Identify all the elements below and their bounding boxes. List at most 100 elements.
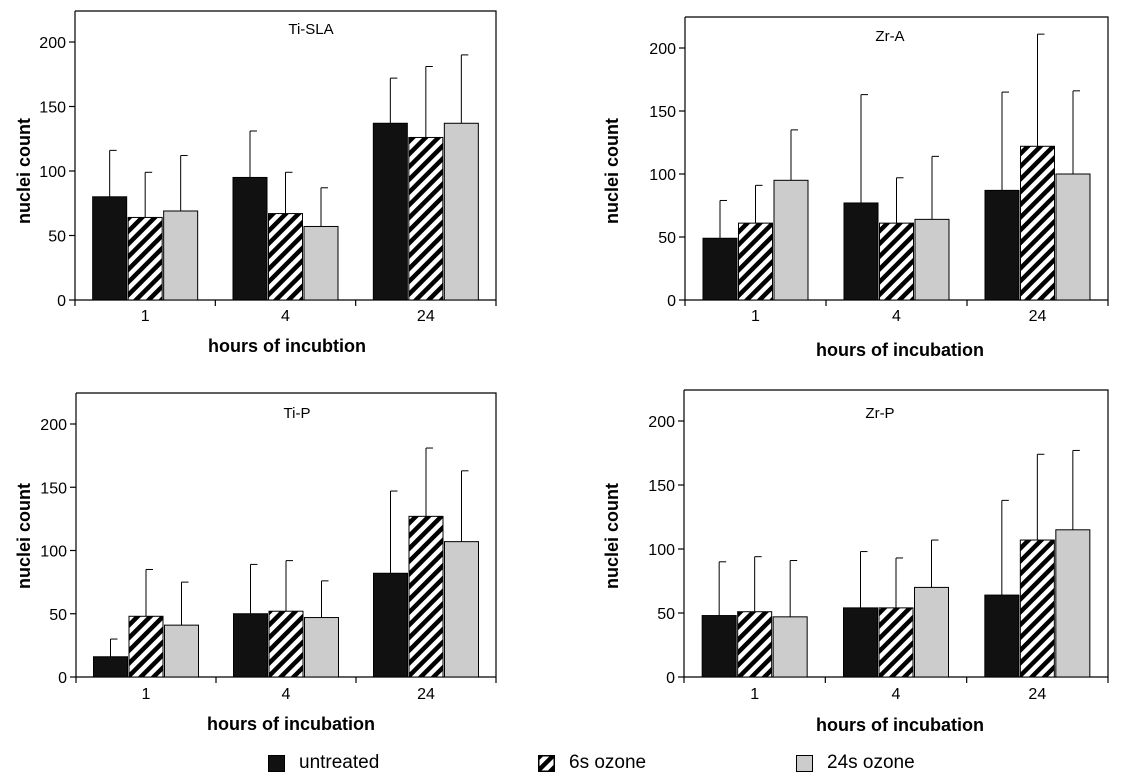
legend-label-untreated: untreated — [299, 752, 380, 773]
bar-24s-ozone — [914, 218, 950, 301]
chart-panel-1: 0 50 100 150 200 1 4 24 Ti-SLA hours of incubtion… — [14, 10, 497, 356]
plot-border — [76, 392, 497, 677]
x-axis-label: hours of incubation — [816, 340, 984, 360]
x-axis-label: hours of incubation — [207, 714, 375, 734]
bar-untreated — [92, 196, 128, 301]
bar-6s-ozone — [879, 222, 914, 301]
y-tick-label: 50 — [48, 229, 66, 246]
x-tick-label: 4 — [892, 308, 901, 325]
bar-untreated — [702, 237, 738, 301]
y-tick-label: 0 — [58, 670, 67, 687]
bar-24s-ozone — [443, 122, 479, 301]
plot-border — [684, 389, 1109, 677]
y-tick-label: 50 — [49, 607, 67, 624]
chart-title: Ti-P — [284, 405, 311, 422]
legend-swatch-untreated — [268, 754, 285, 772]
bar-untreated — [984, 189, 1020, 301]
x-tick-label: 24 — [1029, 308, 1047, 325]
x-tick-label: 24 — [417, 308, 435, 325]
chart-title: Zr-P — [865, 405, 894, 422]
bar-6s-ozone — [878, 607, 914, 678]
bar-6s-ozone — [128, 615, 164, 678]
y-tick-label: 150 — [648, 478, 675, 495]
bar-untreated — [233, 613, 268, 678]
legend-swatch-6s-ozone — [538, 754, 555, 772]
bar-24s-ozone — [163, 210, 199, 301]
y-tick-label: 100 — [648, 542, 675, 559]
bar-6s-ozone — [738, 222, 773, 301]
legend-label-24s-ozone: 24s ozone — [827, 752, 915, 773]
y-tick-label: 100 — [40, 544, 67, 561]
x-tick-label: 1 — [751, 308, 760, 325]
y-tick-label: 150 — [649, 104, 676, 121]
bar-24s-ozone — [444, 541, 479, 678]
bar-untreated — [372, 122, 408, 301]
y-tick-label: 0 — [666, 670, 675, 687]
bar-6s-ozone — [737, 611, 773, 678]
x-tick-label: 24 — [1028, 686, 1046, 703]
bar-24s-ozone — [304, 617, 339, 678]
y-tick-label: 200 — [39, 35, 66, 52]
bar-24s-ozone — [914, 586, 949, 678]
y-tick-label: 50 — [658, 230, 676, 247]
x-tick-label: 1 — [141, 308, 150, 325]
bar-24s-ozone — [772, 616, 808, 678]
bar-6s-ozone — [268, 610, 304, 678]
bar-6s-ozone — [1019, 539, 1055, 678]
y-axis-label: nuclei count — [602, 483, 622, 589]
bar-untreated — [93, 656, 128, 678]
bar-untreated — [232, 176, 268, 301]
legend-item-6s-ozone: 6s ozone — [538, 752, 646, 774]
y-tick-label: 50 — [657, 606, 675, 623]
bar-6s-ozone — [1020, 145, 1055, 301]
x-tick-label: 4 — [892, 686, 901, 703]
chart-title: Ti-SLA — [288, 21, 333, 38]
y-tick-label: 200 — [648, 414, 675, 431]
y-tick-label: 100 — [39, 164, 66, 181]
bar-24s-ozone — [1055, 173, 1091, 301]
bar-6s-ozone — [127, 216, 163, 301]
chart-panel-2: 0 50 100 150 200 1 4 24 Zr-A hours of incubation n… — [602, 16, 1109, 360]
legend-swatch-24s-ozone — [796, 754, 813, 772]
bar-24s-ozone — [303, 225, 339, 301]
bar-24s-ozone — [1055, 529, 1091, 678]
y-axis-label: nuclei count — [602, 118, 622, 224]
legend-item-untreated: untreated — [268, 752, 379, 774]
y-tick-label: 150 — [39, 100, 66, 117]
y-tick-label: 200 — [40, 417, 67, 434]
bar-6s-ozone — [268, 213, 303, 301]
x-axis-label: hours of incubation — [816, 715, 984, 735]
chart-panel-3: 0 50 100 150 200 1 4 24 Ti-P hours of incubation n… — [14, 392, 497, 734]
legend: untreated 6s ozone 24s ozone — [0, 752, 1137, 778]
x-tick-label: 4 — [281, 308, 290, 325]
x-tick-label: 24 — [417, 686, 435, 703]
x-tick-label: 1 — [142, 686, 151, 703]
legend-label-6s-ozone: 6s ozone — [569, 752, 647, 773]
y-axis-label: nuclei count — [14, 483, 34, 589]
bar-24s-ozone — [164, 624, 199, 678]
bar-untreated — [373, 572, 408, 678]
bar-untreated — [843, 607, 878, 678]
legend-item-24s-ozone: 24s ozone — [796, 752, 915, 774]
plot-border — [685, 16, 1109, 300]
plot-border — [75, 10, 497, 300]
chart-panel-4: 0 50 100 150 200 1 4 24 Zr-P hours of incubation n… — [602, 389, 1109, 735]
bar-untreated — [984, 594, 1020, 678]
x-axis-label: hours of incubtion — [208, 336, 366, 356]
bar-6s-ozone — [408, 515, 444, 678]
y-tick-label: 100 — [649, 167, 676, 184]
y-tick-label: 0 — [667, 293, 676, 310]
x-tick-label: 1 — [750, 686, 759, 703]
bar-untreated — [843, 202, 879, 301]
y-tick-label: 200 — [649, 41, 676, 58]
bar-untreated — [701, 615, 737, 678]
x-tick-label: 4 — [282, 686, 291, 703]
bar-24s-ozone — [773, 179, 809, 301]
chart-title: Zr-A — [875, 28, 904, 45]
bar-6s-ozone — [408, 136, 444, 301]
y-axis-label: nuclei count — [14, 118, 34, 224]
y-tick-label: 150 — [40, 480, 67, 497]
y-tick-label: 0 — [57, 293, 66, 310]
